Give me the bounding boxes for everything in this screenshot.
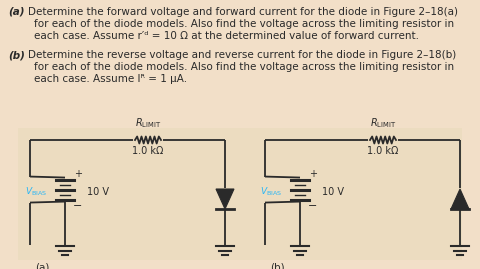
Polygon shape [216, 189, 234, 209]
Text: +: + [309, 169, 317, 179]
Text: (b): (b) [270, 262, 285, 269]
Text: Determine the reverse voltage and reverse current for the diode in Figure 2–18(b: Determine the reverse voltage and revers… [28, 50, 456, 60]
Text: for each of the diode models. Also find the voltage across the limiting resistor: for each of the diode models. Also find … [34, 19, 454, 29]
Text: $R_{\rm LIMIT}$: $R_{\rm LIMIT}$ [370, 116, 396, 130]
Text: $R_{\rm LIMIT}$: $R_{\rm LIMIT}$ [135, 116, 161, 130]
Text: 1.0 kΩ: 1.0 kΩ [132, 146, 164, 156]
Text: each case. Assume r′ᵈ = 10 Ω at the determined value of forward current.: each case. Assume r′ᵈ = 10 Ω at the dete… [34, 31, 419, 41]
Text: $V_{\rm BIAS}$: $V_{\rm BIAS}$ [25, 185, 47, 198]
Text: −: − [308, 201, 318, 211]
Text: $V_{\rm BIAS}$: $V_{\rm BIAS}$ [260, 185, 282, 198]
Text: 10 V: 10 V [87, 187, 109, 197]
FancyBboxPatch shape [18, 128, 462, 260]
Text: 1.0 kΩ: 1.0 kΩ [367, 146, 399, 156]
Text: 10 V: 10 V [322, 187, 344, 197]
Polygon shape [451, 189, 469, 209]
Text: Determine the forward voltage and forward current for the diode in Figure 2–18(a: Determine the forward voltage and forwar… [28, 7, 458, 17]
Text: +: + [74, 169, 82, 179]
Text: (b): (b) [8, 50, 25, 60]
Text: (a): (a) [35, 262, 49, 269]
Text: −: − [73, 201, 83, 211]
Text: (a): (a) [8, 7, 24, 17]
Text: each case. Assume Iᴿ = 1 μA.: each case. Assume Iᴿ = 1 μA. [34, 74, 187, 84]
Text: for each of the diode models. Also find the voltage across the limiting resistor: for each of the diode models. Also find … [34, 62, 454, 72]
